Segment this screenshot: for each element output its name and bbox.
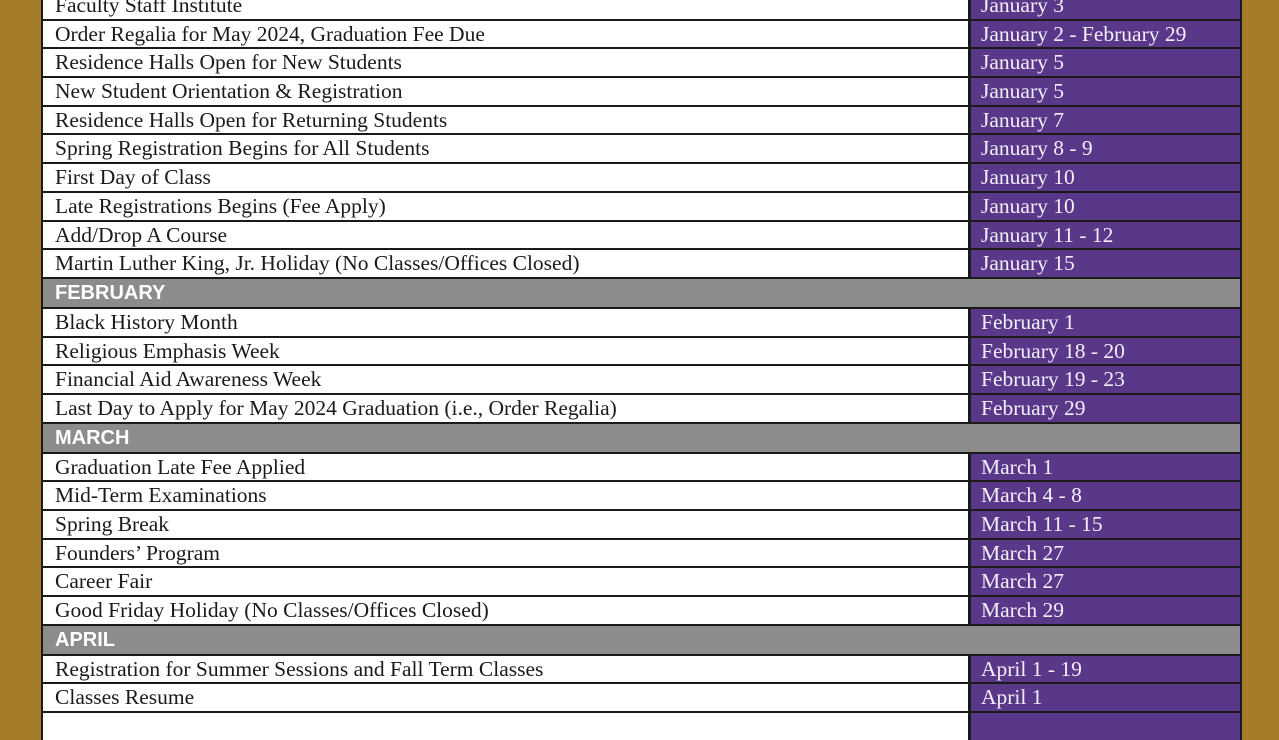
calendar-row: Last Day to Apply for May 2024 Graduatio… [43,392,1240,422]
event-date: January 7 [971,106,1240,134]
event-date: January 8 - 9 [971,135,1240,163]
event-name: Spring Break [43,511,968,538]
calendar-row: First Day of Class January 10 [43,162,1240,191]
event-date [971,713,1240,740]
event-date: March 1 [971,453,1240,481]
event-name: Martin Luther King, Jr. Holiday (No Clas… [43,250,968,277]
calendar-row: New Student Orientation & Registration Ja… [43,76,1240,105]
event-date: April 1 [971,684,1240,712]
event-date: January 10 [971,192,1240,220]
event-date: March 27 [971,568,1240,596]
event-name: Mid-Term Examinations [43,482,968,509]
calendar-row: Good Friday Holiday (No Classes/Offices … [43,595,1240,624]
calendar-row: Registration for Summer Sessions and Fal… [43,653,1240,683]
event-name: Add/Drop A Course [43,221,968,249]
event-date: March 11 - 15 [971,511,1240,538]
event-date: January 5 [971,49,1240,77]
event-name: Late Registrations Begins (Fee Apply) [43,192,968,220]
event-name: Last Day to Apply for May 2024 Graduatio… [43,394,968,422]
calendar-row: Graduation Late Fee Applied March 1 [43,451,1240,481]
event-name: Black History Month [43,308,968,336]
event-name: New Student Orientation & Registration [43,78,968,105]
event-name: Order Regalia for May 2024, Graduation F… [43,20,968,48]
event-name: Good Friday Holiday (No Classes/Offices … [43,597,968,624]
event-date: February 19 - 23 [971,366,1240,393]
event-date: January 11 - 12 [971,221,1240,249]
calendar-row: Late Registrations Begins (Fee Apply) Jan… [43,190,1240,220]
event-date: January 15 [971,250,1240,277]
calendar-row: Residence Halls Open for New Students Jan… [43,47,1240,77]
event-name: Residence Halls Open for Returning Stude… [43,106,968,134]
event-name: Residence Halls Open for New Students [43,49,968,77]
calendar-row: Financial Aid Awareness Week February 19 … [43,364,1240,393]
event-date: March 4 - 8 [971,482,1240,509]
event-name: Graduation Late Fee Applied [43,453,968,481]
calendar-row: Founders’ Program March 27 [43,537,1240,567]
calendar-row: Religious Emphasis Week February 18 - 20 [43,335,1240,365]
month-header: APRIL [43,623,1240,654]
event-date: February 18 - 20 [971,337,1240,365]
event-date: February 1 [971,308,1240,336]
event-name: First Day of Class [43,164,968,191]
event-date: January 10 [971,164,1240,191]
event-name: Religious Emphasis Week [43,337,968,365]
calendar-row: Add/Drop A Course January 11 - 12 [43,219,1240,249]
calendar-row [43,711,1240,740]
event-date: March 29 [971,597,1240,624]
event-date: April 1 - 19 [971,655,1240,683]
calendar-row: Faculty Staff Institute January 3 [43,0,1240,19]
academic-calendar-table: Faculty Staff Institute January 3 Order Re… [41,0,1242,740]
calendar-row: Black History Month February 1 [43,306,1240,336]
event-name: Registration for Summer Sessions and Fal… [43,655,968,683]
event-name: Founders’ Program [43,539,968,567]
event-name: Career Fair [43,568,968,596]
calendar-row: Mid-Term Examinations March 4 - 8 [43,480,1240,509]
event-name: Spring Registration Begins for All Stude… [43,135,968,163]
event-name: Faculty Staff Institute [43,0,968,19]
event-date: January 2 - February 29 [971,20,1240,48]
event-name: Financial Aid Awareness Week [43,366,968,393]
event-date: March 27 [971,539,1240,567]
event-date: January 3 [971,0,1240,19]
event-name [43,713,968,740]
calendar-row: Order Regalia for May 2024, Graduation F… [43,18,1240,48]
calendar-row: Residence Halls Open for Returning Stude… [43,104,1240,134]
month-header: FEBRUARY [43,276,1240,307]
month-header: MARCH [43,421,1240,452]
event-name: Classes Resume [43,684,968,712]
calendar-row: Spring Registration Begins for All Stude… [43,133,1240,163]
calendar-row: Career Fair March 27 [43,566,1240,596]
event-date: January 5 [971,78,1240,105]
calendar-row: Spring Break March 11 - 15 [43,509,1240,538]
calendar-row: Classes Resume April 1 [43,682,1240,712]
calendar-row: Martin Luther King, Jr. Holiday (No Clas… [43,248,1240,277]
event-date: February 29 [971,394,1240,422]
